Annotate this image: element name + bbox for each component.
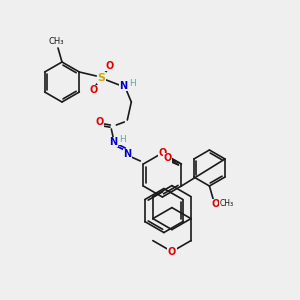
Text: O: O bbox=[89, 85, 98, 95]
Text: CH₃: CH₃ bbox=[219, 200, 233, 208]
Text: O: O bbox=[95, 117, 103, 127]
Text: O: O bbox=[158, 148, 166, 158]
Text: N: N bbox=[119, 81, 128, 91]
Text: N: N bbox=[109, 137, 117, 147]
Text: O: O bbox=[211, 199, 220, 209]
Text: O: O bbox=[105, 61, 113, 71]
Text: H: H bbox=[119, 136, 126, 145]
Text: H: H bbox=[129, 79, 136, 88]
Text: N: N bbox=[123, 149, 131, 159]
Text: O: O bbox=[168, 247, 176, 256]
Text: CH₃: CH₃ bbox=[48, 38, 64, 46]
Text: S: S bbox=[97, 73, 105, 83]
Text: O: O bbox=[163, 153, 172, 163]
